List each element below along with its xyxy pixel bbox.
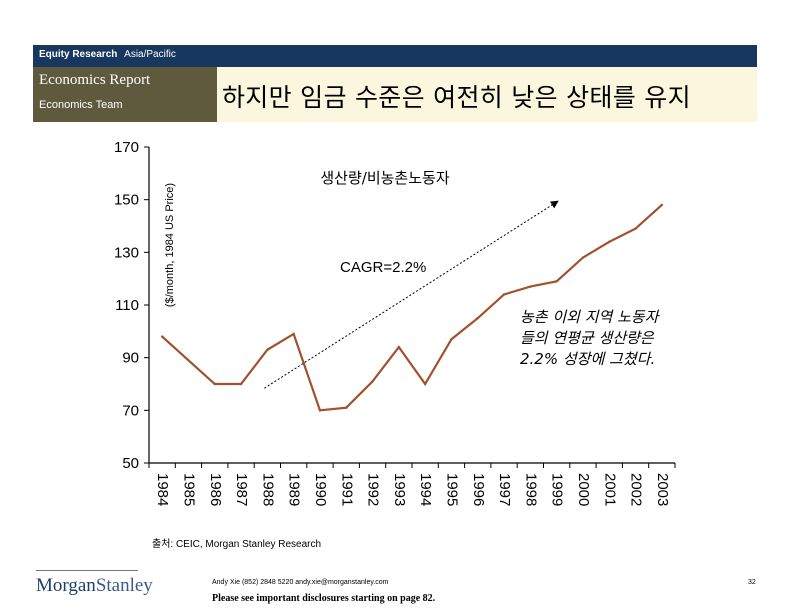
y-tick-label: 170 [114,139,139,156]
slide-title-box [217,67,757,122]
data-point [266,348,269,351]
contact-line: Andy Xie (852) 2848 5220 andy.xie@morgan… [212,579,389,586]
region-label: Asia/Pacific [124,49,176,60]
data-point [397,345,401,349]
brand-part2: Stanley [95,575,153,596]
data-point [450,338,453,341]
data-point [660,203,664,207]
slide-title: 하지만 임금 수준은 여전히 낮은 상태를 유지 [222,83,691,112]
x-tick-label: 1998 [522,473,539,506]
y-tick-label: 110 [115,297,139,314]
chart-title: 생산량/비농촌노동자 [320,169,449,187]
x-tick-label: 1988 [259,473,276,506]
x-tick-label: 1985 [180,473,197,506]
page-number: 32 [748,579,756,586]
x-tick-label: 1993 [391,473,408,506]
data-point [371,380,374,383]
brand-part1: Morgan [36,575,96,596]
y-tick-label: 150 [114,192,139,209]
x-tick-label: 1989 [286,473,303,506]
data-point [529,285,532,288]
annotation-line: 농촌 이외 지역 노동자 [520,308,661,326]
data-point [423,382,427,386]
y-tick-label: 70 [122,402,139,419]
x-tick-label: 1984 [154,473,171,506]
division-label: Equity Research [39,49,118,60]
data-point [187,359,190,362]
x-tick-label: 1994 [417,473,434,506]
data-point [213,382,216,386]
brand-logo: MorganStanley [36,575,153,597]
x-tick-label: 2000 [575,473,592,506]
data-point [239,382,243,386]
series-line [161,204,663,412]
data-point [345,406,348,409]
data-point [476,316,479,320]
cagr-label: CAGR=2.2% [340,259,426,276]
data-point [318,409,322,412]
x-tick-label: 1991 [338,473,355,506]
data-point [581,256,585,259]
disclosure-link[interactable]: Please see important disclosures startin… [212,593,436,604]
x-tick-label: 1987 [233,473,250,506]
x-tick-label: 1995 [443,473,460,506]
y-tick-label: 130 [114,244,139,261]
x-tick-label: 1990 [312,473,329,506]
y-tick-label: 90 [122,350,139,367]
x-tick-label: 2002 [628,473,645,506]
x-tick-label: 1996 [470,473,487,506]
research-division-label: Equity Research Asia/Pacific [39,49,176,60]
data-point [555,280,558,283]
logo-divider [36,570,138,571]
x-tick-label: 1986 [207,473,224,506]
y-tick-label: 50 [122,455,139,472]
header-band [33,45,757,67]
x-tick-label: 1992 [365,473,382,506]
report-panel [33,67,217,122]
annotation-line: 2.2% 성장에 그쳤다. [520,350,655,368]
source-note: 출처: CEIC, Morgan Stanley Research [152,539,322,550]
data-point [502,293,506,296]
report-type: Economics Report [39,72,151,88]
chart-labels: 50 70 90 110 130 150 170 1984 1985 1986 1987 1988 19… [114,139,671,506]
data-point [292,332,295,336]
chart-axes [144,146,676,468]
x-tick-label: 1997 [496,473,513,506]
data-point [160,335,164,338]
data-point [608,240,611,243]
trend-arrow [264,200,559,389]
y-axis-label: ($/month, 1984 US Price) [164,183,176,307]
x-tick-label: 2001 [601,473,618,506]
data-point [634,227,637,230]
x-tick-label: 1999 [549,473,566,506]
team-name: Economics Team [39,99,123,111]
x-tick-label: 2003 [654,473,671,506]
annotation-line: 들의 연평균 생산량은 [520,329,655,347]
chart-marks [160,200,664,412]
